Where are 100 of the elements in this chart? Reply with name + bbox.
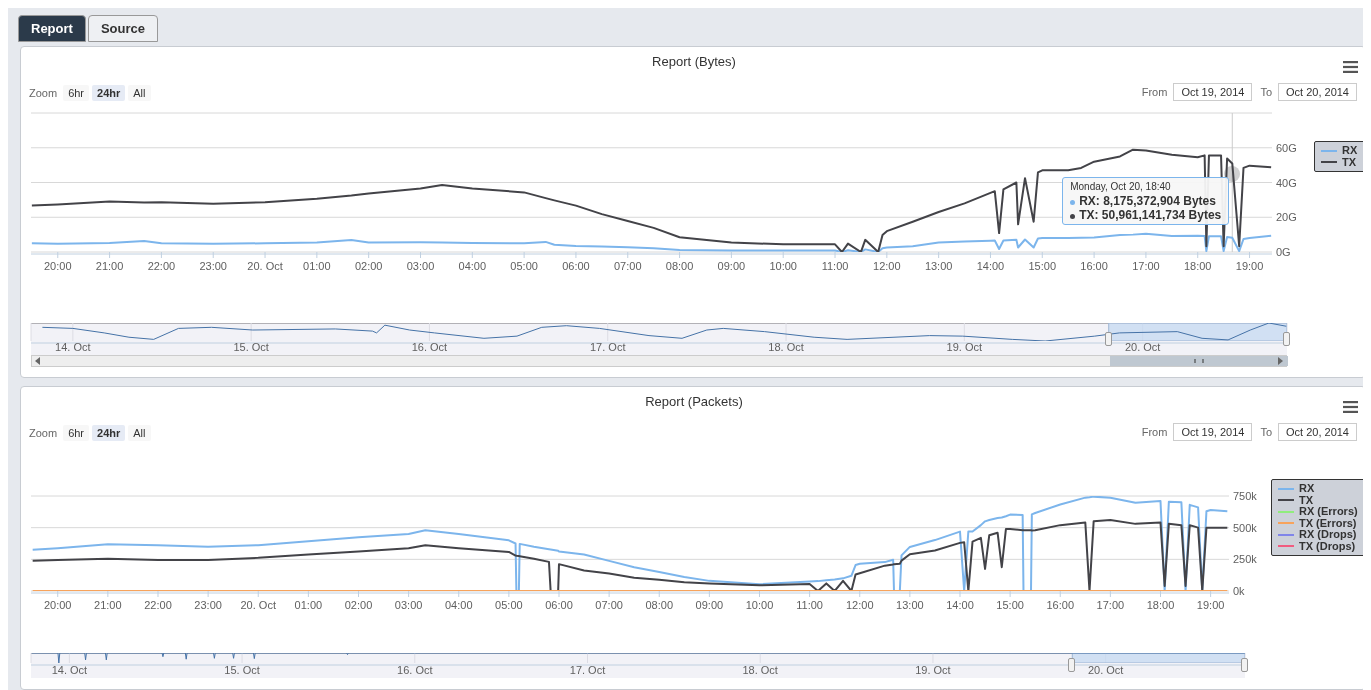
annotation: Monday, Oct 20, 18:40 RX: 8,175,372,904 Bytes TX: 50,961,141,734 Bytes	[1070, 180, 1222, 223]
x-tick-label: 17:00	[1096, 599, 1125, 611]
x-tick-label: 14:00	[946, 599, 974, 611]
text: 24hr	[92, 85, 126, 101]
x-tick-label: 22:00	[144, 599, 172, 611]
x-tick-label: 20:00	[43, 599, 72, 611]
x-tick-label: 09:00	[717, 260, 746, 272]
x-tick-label: 06:00	[545, 599, 573, 611]
x-tick-label: 03:00	[406, 260, 435, 272]
legend-label: TX (Drops)	[1299, 539, 1356, 552]
x-tick-label: 04:00	[444, 599, 473, 611]
legend-label: TX	[1342, 155, 1357, 168]
x-tick-label: 05:00	[510, 260, 538, 272]
x-tick-label: 05:00	[495, 599, 523, 611]
text: Oct 20, 2014	[1278, 83, 1357, 101]
x-tick-label: 19. Oct	[946, 341, 983, 353]
x-tick-label: 11:00	[821, 260, 849, 272]
x-tick-label: 14. Oct	[55, 341, 91, 353]
text: Report	[18, 15, 86, 42]
x-tick-label: 19:00	[1196, 599, 1225, 611]
x-tick-label: 16. Oct	[397, 664, 433, 676]
x-tick-label: 18. Oct	[742, 664, 778, 676]
x-tick-label: 16. Oct	[411, 341, 448, 353]
text: Source	[87, 15, 158, 42]
y-tick-label: 0G	[1276, 246, 1291, 258]
line-series	[31, 496, 1229, 591]
x-tick-label: 13:00	[924, 260, 953, 272]
legend-label: RX (Drops)	[1299, 528, 1357, 541]
x-tick-label: 02:00	[344, 599, 373, 611]
x-tick-label: 17. Oct	[590, 341, 626, 353]
text: To	[1260, 426, 1272, 438]
x-tick-label: 23:00	[194, 599, 222, 611]
x-tick-label: 16:00	[1046, 599, 1075, 611]
legend-label: TX (Errors)	[1299, 516, 1357, 529]
legend-label: TX	[1299, 493, 1314, 506]
x-tick-label: 18. Oct	[768, 341, 804, 353]
x-tick-label: 17. Oct	[569, 664, 606, 676]
x-tick-label: 07:00	[595, 599, 623, 611]
legend-label: RX (Errors)	[1299, 505, 1358, 518]
text: 24hr	[92, 425, 126, 441]
x-tick-label: 01:00	[303, 260, 331, 272]
x-tick-label: 21:00	[94, 599, 122, 611]
x-tick-label: 21:00	[95, 260, 124, 272]
x-tick-label: 08:00	[645, 599, 674, 611]
x-tick-label: 11:00	[796, 599, 823, 611]
x-tick-label: 12:00	[845, 599, 874, 611]
chart-title: Report (Packets)	[644, 394, 744, 409]
x-tick-label: 13:00	[896, 599, 924, 611]
x-tick-label: 20. Oct	[1087, 664, 1124, 676]
text: Zoom	[29, 427, 58, 439]
line-series	[31, 148, 1272, 252]
x-tick-label: 17:00	[1132, 260, 1160, 272]
x-tick-label: 18:00	[1183, 260, 1212, 272]
line-series	[31, 232, 1272, 252]
text: 6hr	[63, 425, 90, 441]
x-tick-label: 15. Oct	[233, 341, 269, 353]
y-tick-label: 60G	[1276, 141, 1297, 154]
text: From	[1141, 426, 1168, 438]
x-tick-label: 20:00	[44, 260, 72, 272]
x-tick-label: 20. Oct	[240, 599, 276, 611]
x-tick-label: 20. Oct	[247, 260, 283, 272]
x-tick-label: 10:00	[769, 260, 797, 272]
x-tick-label: 14:00	[976, 260, 1005, 272]
y-tick-label: 20G	[1276, 211, 1297, 224]
text: Oct 19, 2014	[1173, 83, 1253, 101]
x-tick-label: 15. Oct	[224, 664, 260, 676]
x-tick-label: 19:00	[1235, 260, 1264, 272]
x-tick-label: 20. Oct	[1124, 341, 1161, 353]
x-tick-label: 08:00	[665, 260, 694, 272]
legend-label: RX	[1299, 482, 1315, 495]
text: From	[1141, 86, 1168, 98]
x-tick-label: 15:00	[996, 599, 1024, 611]
x-tick-label: 10:00	[745, 599, 774, 611]
x-tick-label: 06:00	[562, 260, 590, 272]
y-tick-label: 0k	[1233, 585, 1246, 597]
x-tick-label: 07:00	[613, 260, 642, 272]
x-tick-label: 15:00	[1028, 260, 1057, 272]
text: 6hr	[63, 85, 90, 101]
legend-label: RX	[1342, 144, 1358, 157]
text: To	[1260, 86, 1272, 98]
x-tick-label: 23:00	[199, 260, 227, 272]
x-tick-label: 18:00	[1146, 599, 1175, 611]
chart-title: Report (Bytes)	[651, 54, 737, 69]
y-tick-label: 500k	[1233, 521, 1258, 534]
x-tick-label: 03:00	[394, 599, 423, 611]
text: All	[128, 425, 151, 441]
x-tick-label: 14. Oct	[51, 664, 88, 676]
text: Zoom	[29, 87, 58, 99]
x-tick-label: 01:00	[294, 599, 323, 611]
line-series	[31, 519, 1229, 591]
x-tick-label: 12:00	[873, 260, 901, 272]
y-tick-label: 250k	[1233, 553, 1258, 566]
x-tick-label: 22:00	[147, 260, 176, 272]
text: Oct 20, 2014	[1278, 423, 1357, 441]
x-tick-label: 02:00	[354, 260, 383, 272]
y-tick-label: 40G	[1276, 176, 1297, 189]
text: Oct 19, 2014	[1173, 423, 1253, 441]
x-tick-label: 19. Oct	[915, 664, 951, 676]
y-tick-label: 750k	[1233, 490, 1258, 502]
text: All	[128, 85, 151, 101]
